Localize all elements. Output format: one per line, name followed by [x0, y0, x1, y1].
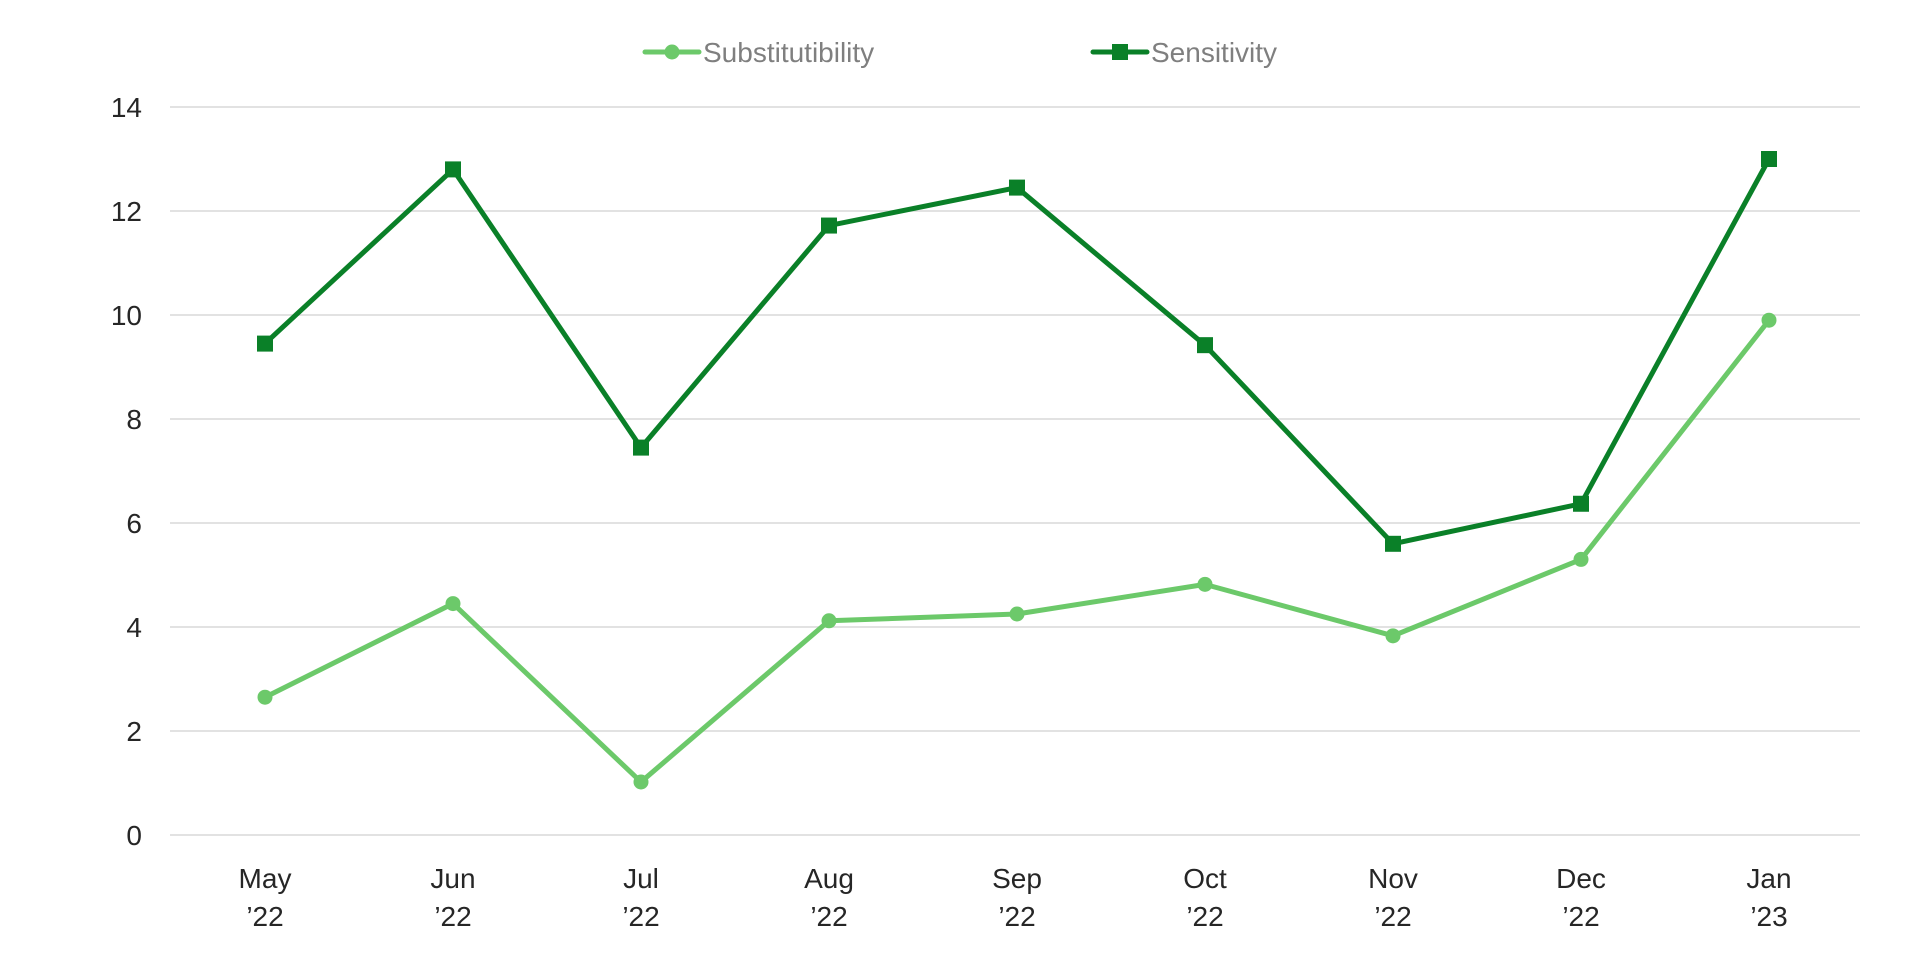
y-tick-label: 2 [126, 716, 142, 747]
data-point-square [1385, 535, 1401, 552]
grid-lines [170, 106, 1860, 836]
x-tick-label: ’22 [810, 901, 847, 932]
legend-label: Sensitivity [1151, 37, 1277, 68]
data-point-square [1573, 495, 1589, 512]
x-tick-label: Nov [1368, 863, 1418, 894]
data-point-circle [445, 596, 461, 612]
y-tick-label: 8 [126, 404, 142, 435]
x-tick-label: Oct [1183, 863, 1227, 894]
data-point-square [1009, 179, 1025, 196]
x-tick-label: Jan [1746, 863, 1791, 894]
data-point-square [1197, 337, 1213, 354]
data-point-circle [821, 613, 837, 629]
data-point-circle [1197, 576, 1213, 592]
chart-legend: Substitutibility Sensitivity [642, 37, 1277, 68]
data-point-circle [633, 774, 649, 790]
series-line [262, 156, 1772, 547]
x-tick-label: Jun [430, 863, 475, 894]
data-point-circle [1385, 628, 1401, 644]
x-tick-label: May [239, 863, 292, 894]
data-point-circle [1573, 551, 1589, 567]
y-tick-label: 4 [126, 612, 142, 643]
data-point-square [633, 439, 649, 456]
data-point-square [1761, 151, 1777, 167]
y-tick-label: 12 [111, 196, 142, 227]
y-tick-label: 14 [111, 92, 142, 123]
legend-marker-square [1112, 44, 1128, 60]
x-tick-label: ’22 [1186, 901, 1223, 932]
data-point-square [821, 217, 837, 234]
x-tick-label: Jul [623, 863, 659, 894]
y-axis: 0 2 4 6 8 10 12 14 [111, 92, 142, 851]
data-point-circle [1761, 312, 1777, 328]
x-tick-label: ’22 [1374, 901, 1411, 932]
data-point-square [257, 335, 273, 352]
data-point-square [445, 161, 461, 178]
y-tick-label: 6 [126, 508, 142, 539]
x-tick-label: ’22 [1562, 901, 1599, 932]
x-tick-label: ’22 [622, 901, 659, 932]
x-tick-label: Dec [1556, 863, 1606, 894]
legend-marker-circle [664, 44, 680, 60]
x-tick-label: ’22 [434, 901, 471, 932]
x-axis: May ’22 Jun ’22 Jul ’22 Aug ’22 Sep ’22 Oct ’22 Nov ’… [239, 863, 1792, 932]
y-tick-label: 10 [111, 300, 142, 331]
data-point-circle [1009, 606, 1025, 622]
x-tick-label: Sep [992, 863, 1042, 894]
x-tick-label: ’23 [1750, 901, 1787, 932]
series-sensitivity [257, 151, 1777, 552]
series-substitutibility [257, 312, 1777, 790]
series-layer [257, 151, 1777, 790]
legend-label: Substitutibility [703, 37, 874, 68]
x-tick-label: ’22 [246, 901, 283, 932]
legend-item-substitutibility: Substitutibility [642, 37, 874, 68]
x-tick-label: ’22 [998, 901, 1035, 932]
y-tick-label: 0 [126, 820, 142, 851]
legend-item-sensitivity: Sensitivity [1090, 37, 1277, 68]
x-tick-label: Aug [804, 863, 854, 894]
series-line [262, 317, 1772, 785]
data-point-circle [257, 689, 273, 705]
